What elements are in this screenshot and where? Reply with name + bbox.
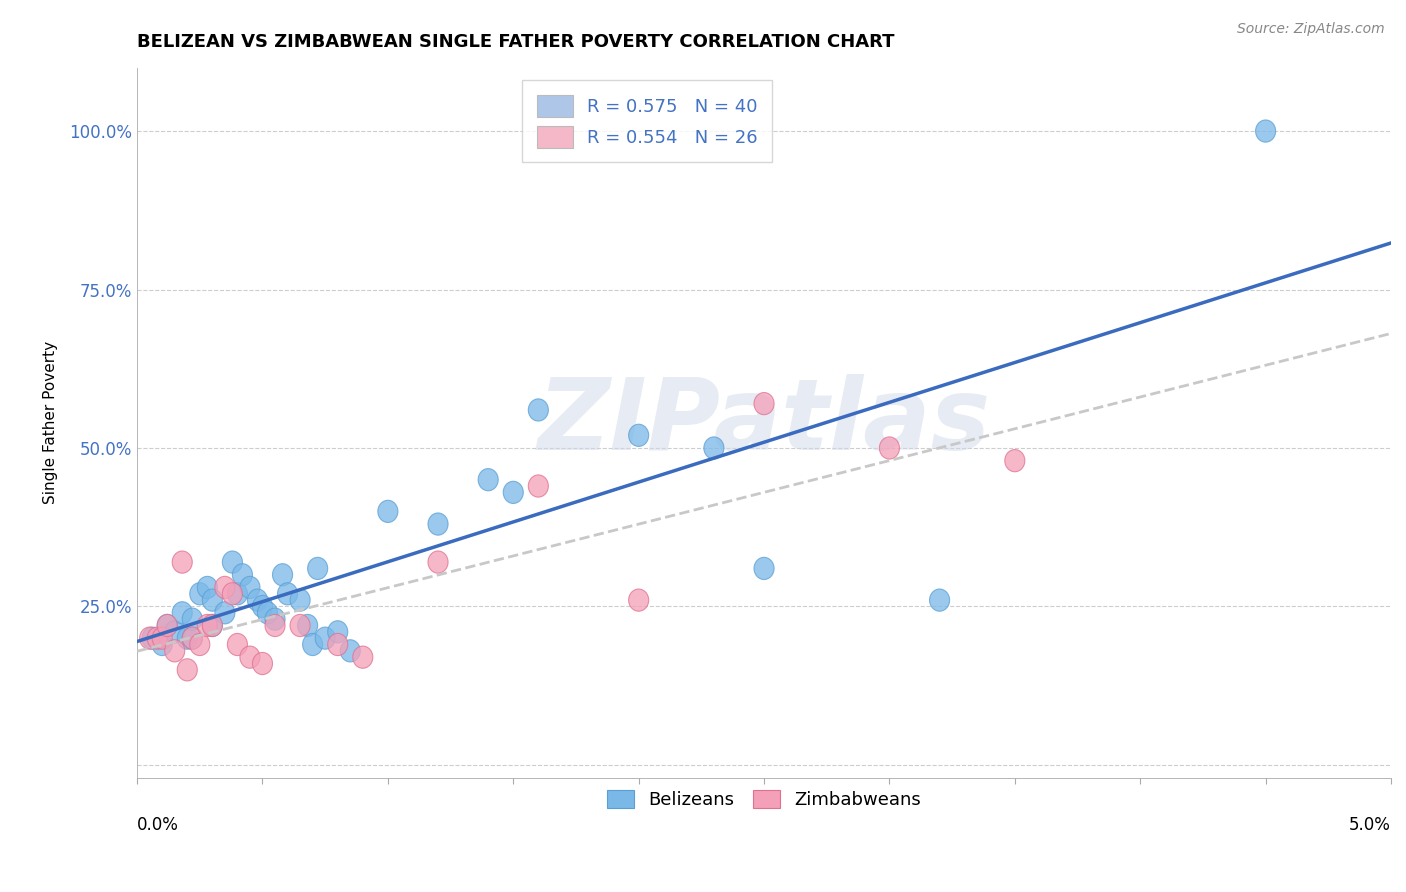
Ellipse shape: [879, 437, 900, 459]
Ellipse shape: [165, 640, 184, 662]
Ellipse shape: [228, 582, 247, 605]
Ellipse shape: [157, 615, 177, 637]
Ellipse shape: [264, 615, 285, 637]
Ellipse shape: [172, 551, 193, 574]
Ellipse shape: [378, 500, 398, 523]
Ellipse shape: [190, 633, 209, 656]
Ellipse shape: [302, 633, 322, 656]
Ellipse shape: [247, 589, 267, 611]
Ellipse shape: [257, 602, 277, 624]
Ellipse shape: [253, 595, 273, 617]
Ellipse shape: [152, 627, 172, 649]
Ellipse shape: [202, 589, 222, 611]
Ellipse shape: [215, 576, 235, 599]
Text: Source: ZipAtlas.com: Source: ZipAtlas.com: [1237, 22, 1385, 37]
Ellipse shape: [1256, 120, 1275, 142]
Ellipse shape: [157, 615, 177, 637]
Legend: R = 0.575   N = 40, R = 0.554   N = 26: R = 0.575 N = 40, R = 0.554 N = 26: [522, 80, 772, 162]
Ellipse shape: [202, 615, 222, 637]
Ellipse shape: [308, 558, 328, 580]
Text: BELIZEAN VS ZIMBABWEAN SINGLE FATHER POVERTY CORRELATION CHART: BELIZEAN VS ZIMBABWEAN SINGLE FATHER POV…: [138, 33, 894, 51]
Ellipse shape: [328, 621, 347, 643]
Ellipse shape: [478, 468, 498, 491]
Ellipse shape: [228, 633, 247, 656]
Ellipse shape: [172, 602, 193, 624]
Ellipse shape: [177, 659, 197, 681]
Ellipse shape: [148, 627, 167, 649]
Ellipse shape: [503, 482, 523, 503]
Ellipse shape: [273, 564, 292, 586]
Ellipse shape: [264, 608, 285, 631]
Ellipse shape: [240, 576, 260, 599]
Ellipse shape: [340, 640, 360, 662]
Ellipse shape: [328, 633, 347, 656]
Ellipse shape: [628, 589, 648, 611]
Ellipse shape: [929, 589, 949, 611]
Ellipse shape: [222, 551, 242, 574]
Ellipse shape: [232, 564, 253, 586]
Ellipse shape: [197, 615, 218, 637]
Ellipse shape: [142, 627, 162, 649]
Text: ZIPatlas: ZIPatlas: [537, 374, 991, 471]
Ellipse shape: [183, 608, 202, 631]
Ellipse shape: [704, 437, 724, 459]
Y-axis label: Single Father Poverty: Single Father Poverty: [44, 341, 58, 504]
Ellipse shape: [427, 551, 449, 574]
Ellipse shape: [197, 576, 218, 599]
Ellipse shape: [165, 621, 184, 643]
Text: 5.0%: 5.0%: [1350, 815, 1391, 834]
Ellipse shape: [183, 627, 202, 649]
Ellipse shape: [353, 646, 373, 668]
Ellipse shape: [754, 558, 775, 580]
Ellipse shape: [529, 399, 548, 421]
Ellipse shape: [628, 425, 648, 446]
Ellipse shape: [177, 627, 197, 649]
Ellipse shape: [190, 582, 209, 605]
Ellipse shape: [139, 627, 160, 649]
Ellipse shape: [290, 589, 311, 611]
Ellipse shape: [240, 646, 260, 668]
Ellipse shape: [183, 627, 202, 649]
Ellipse shape: [277, 582, 298, 605]
Ellipse shape: [222, 582, 242, 605]
Ellipse shape: [152, 633, 172, 656]
Text: 0.0%: 0.0%: [138, 815, 179, 834]
Ellipse shape: [754, 392, 775, 415]
Ellipse shape: [315, 627, 335, 649]
Ellipse shape: [427, 513, 449, 535]
Ellipse shape: [202, 615, 222, 637]
Ellipse shape: [1005, 450, 1025, 472]
Ellipse shape: [529, 475, 548, 497]
Ellipse shape: [253, 652, 273, 674]
Ellipse shape: [290, 615, 311, 637]
Ellipse shape: [215, 602, 235, 624]
Ellipse shape: [298, 615, 318, 637]
